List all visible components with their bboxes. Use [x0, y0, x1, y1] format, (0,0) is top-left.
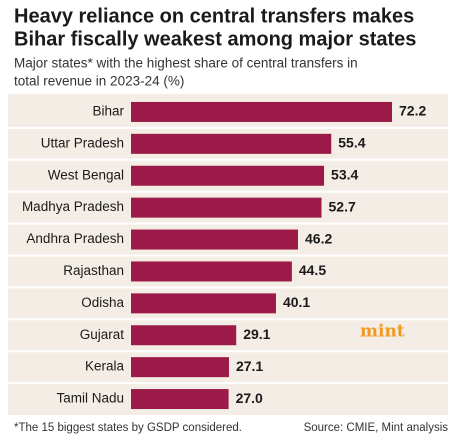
bar — [131, 197, 322, 218]
category-label: Tamil Nadu — [56, 391, 124, 406]
category-label: Kerala — [85, 359, 125, 374]
footnote: *The 15 biggest states by GSDP considere… — [14, 422, 242, 434]
bar — [131, 357, 229, 378]
category-label: West Bengal — [48, 167, 124, 182]
bar — [131, 261, 292, 282]
bar — [131, 293, 276, 314]
logo: mint — [360, 322, 405, 342]
chart-subtitle: total revenue in 2023-24 (%) — [14, 74, 184, 89]
value-label: 55.4 — [338, 135, 365, 151]
bar — [131, 133, 332, 154]
value-label: 27.1 — [236, 358, 263, 374]
bar — [131, 101, 393, 122]
category-label: Bihar — [92, 104, 124, 119]
chart-title: Bihar fiscally weakest among major state… — [14, 28, 416, 50]
bar — [131, 229, 299, 250]
bar — [131, 389, 229, 410]
category-label: Odisha — [81, 295, 124, 310]
category-label: Andhra Pradesh — [26, 231, 124, 246]
value-label: 27.0 — [236, 390, 263, 406]
category-label: Madhya Pradesh — [22, 199, 124, 214]
value-label: 46.2 — [305, 230, 332, 246]
source: Source: CMIE, Mint analysis — [304, 422, 449, 434]
chart-subtitle: Major states* with the highest share of … — [14, 56, 358, 71]
category-label: Uttar Pradesh — [41, 135, 124, 150]
bar — [131, 165, 325, 186]
value-label: 53.4 — [331, 166, 358, 182]
value-label: 44.5 — [299, 262, 326, 278]
value-label: 52.7 — [329, 198, 356, 214]
chart-title: Heavy reliance on central transfers make… — [14, 5, 414, 27]
bar — [131, 325, 237, 346]
value-label: 40.1 — [283, 294, 310, 310]
value-label: 29.1 — [243, 326, 270, 342]
category-label: Rajasthan — [63, 263, 124, 278]
value-label: 72.2 — [399, 103, 426, 119]
category-label: Gujarat — [80, 327, 125, 342]
